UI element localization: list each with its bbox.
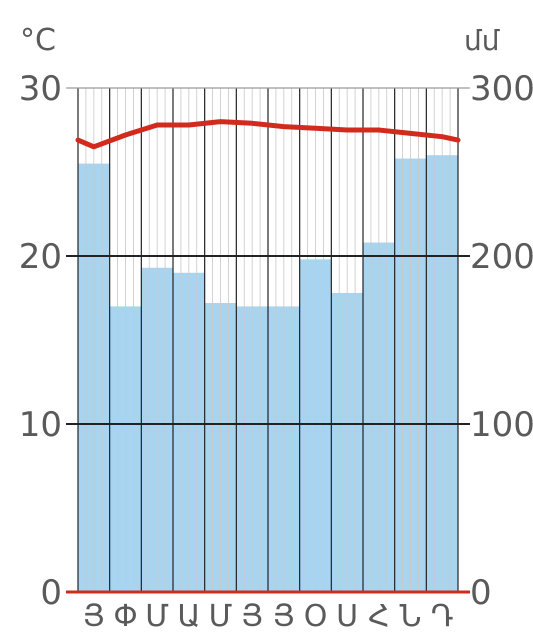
month-label: Փ [113,599,137,633]
month-label: Ս [336,599,358,633]
left-unit-label: °C [20,23,56,58]
left-tick-label: 0 [40,573,62,613]
grid-lines [66,87,470,594]
month-label: Մ [209,599,233,633]
right-tick-label: 200 [470,237,533,277]
temperature-series-line [75,119,461,150]
left-axis-ticks: 0 10 20 30 [19,69,62,613]
month-label: Մ [145,599,169,633]
left-tick-label: 20 [19,237,62,277]
right-axis-ticks: 0 100 200 300 [470,69,533,613]
left-tick-label: 10 [19,405,62,445]
right-tick-label: 300 [470,69,533,109]
month-label: Յ [83,599,105,633]
month-label: Օ [304,599,328,633]
right-tick-label: 0 [470,573,492,613]
month-label: Յ [273,599,295,633]
month-label: Դ [431,599,454,633]
right-unit-label: մմ [464,24,501,57]
right-tick-label: 100 [470,405,533,445]
temperature-line [75,119,461,150]
left-tick-label: 30 [19,69,62,109]
month-label: Յ [241,599,263,633]
month-label: Ն [400,599,422,633]
month-label: Ա [177,599,200,633]
month-label: Հ [368,599,389,633]
